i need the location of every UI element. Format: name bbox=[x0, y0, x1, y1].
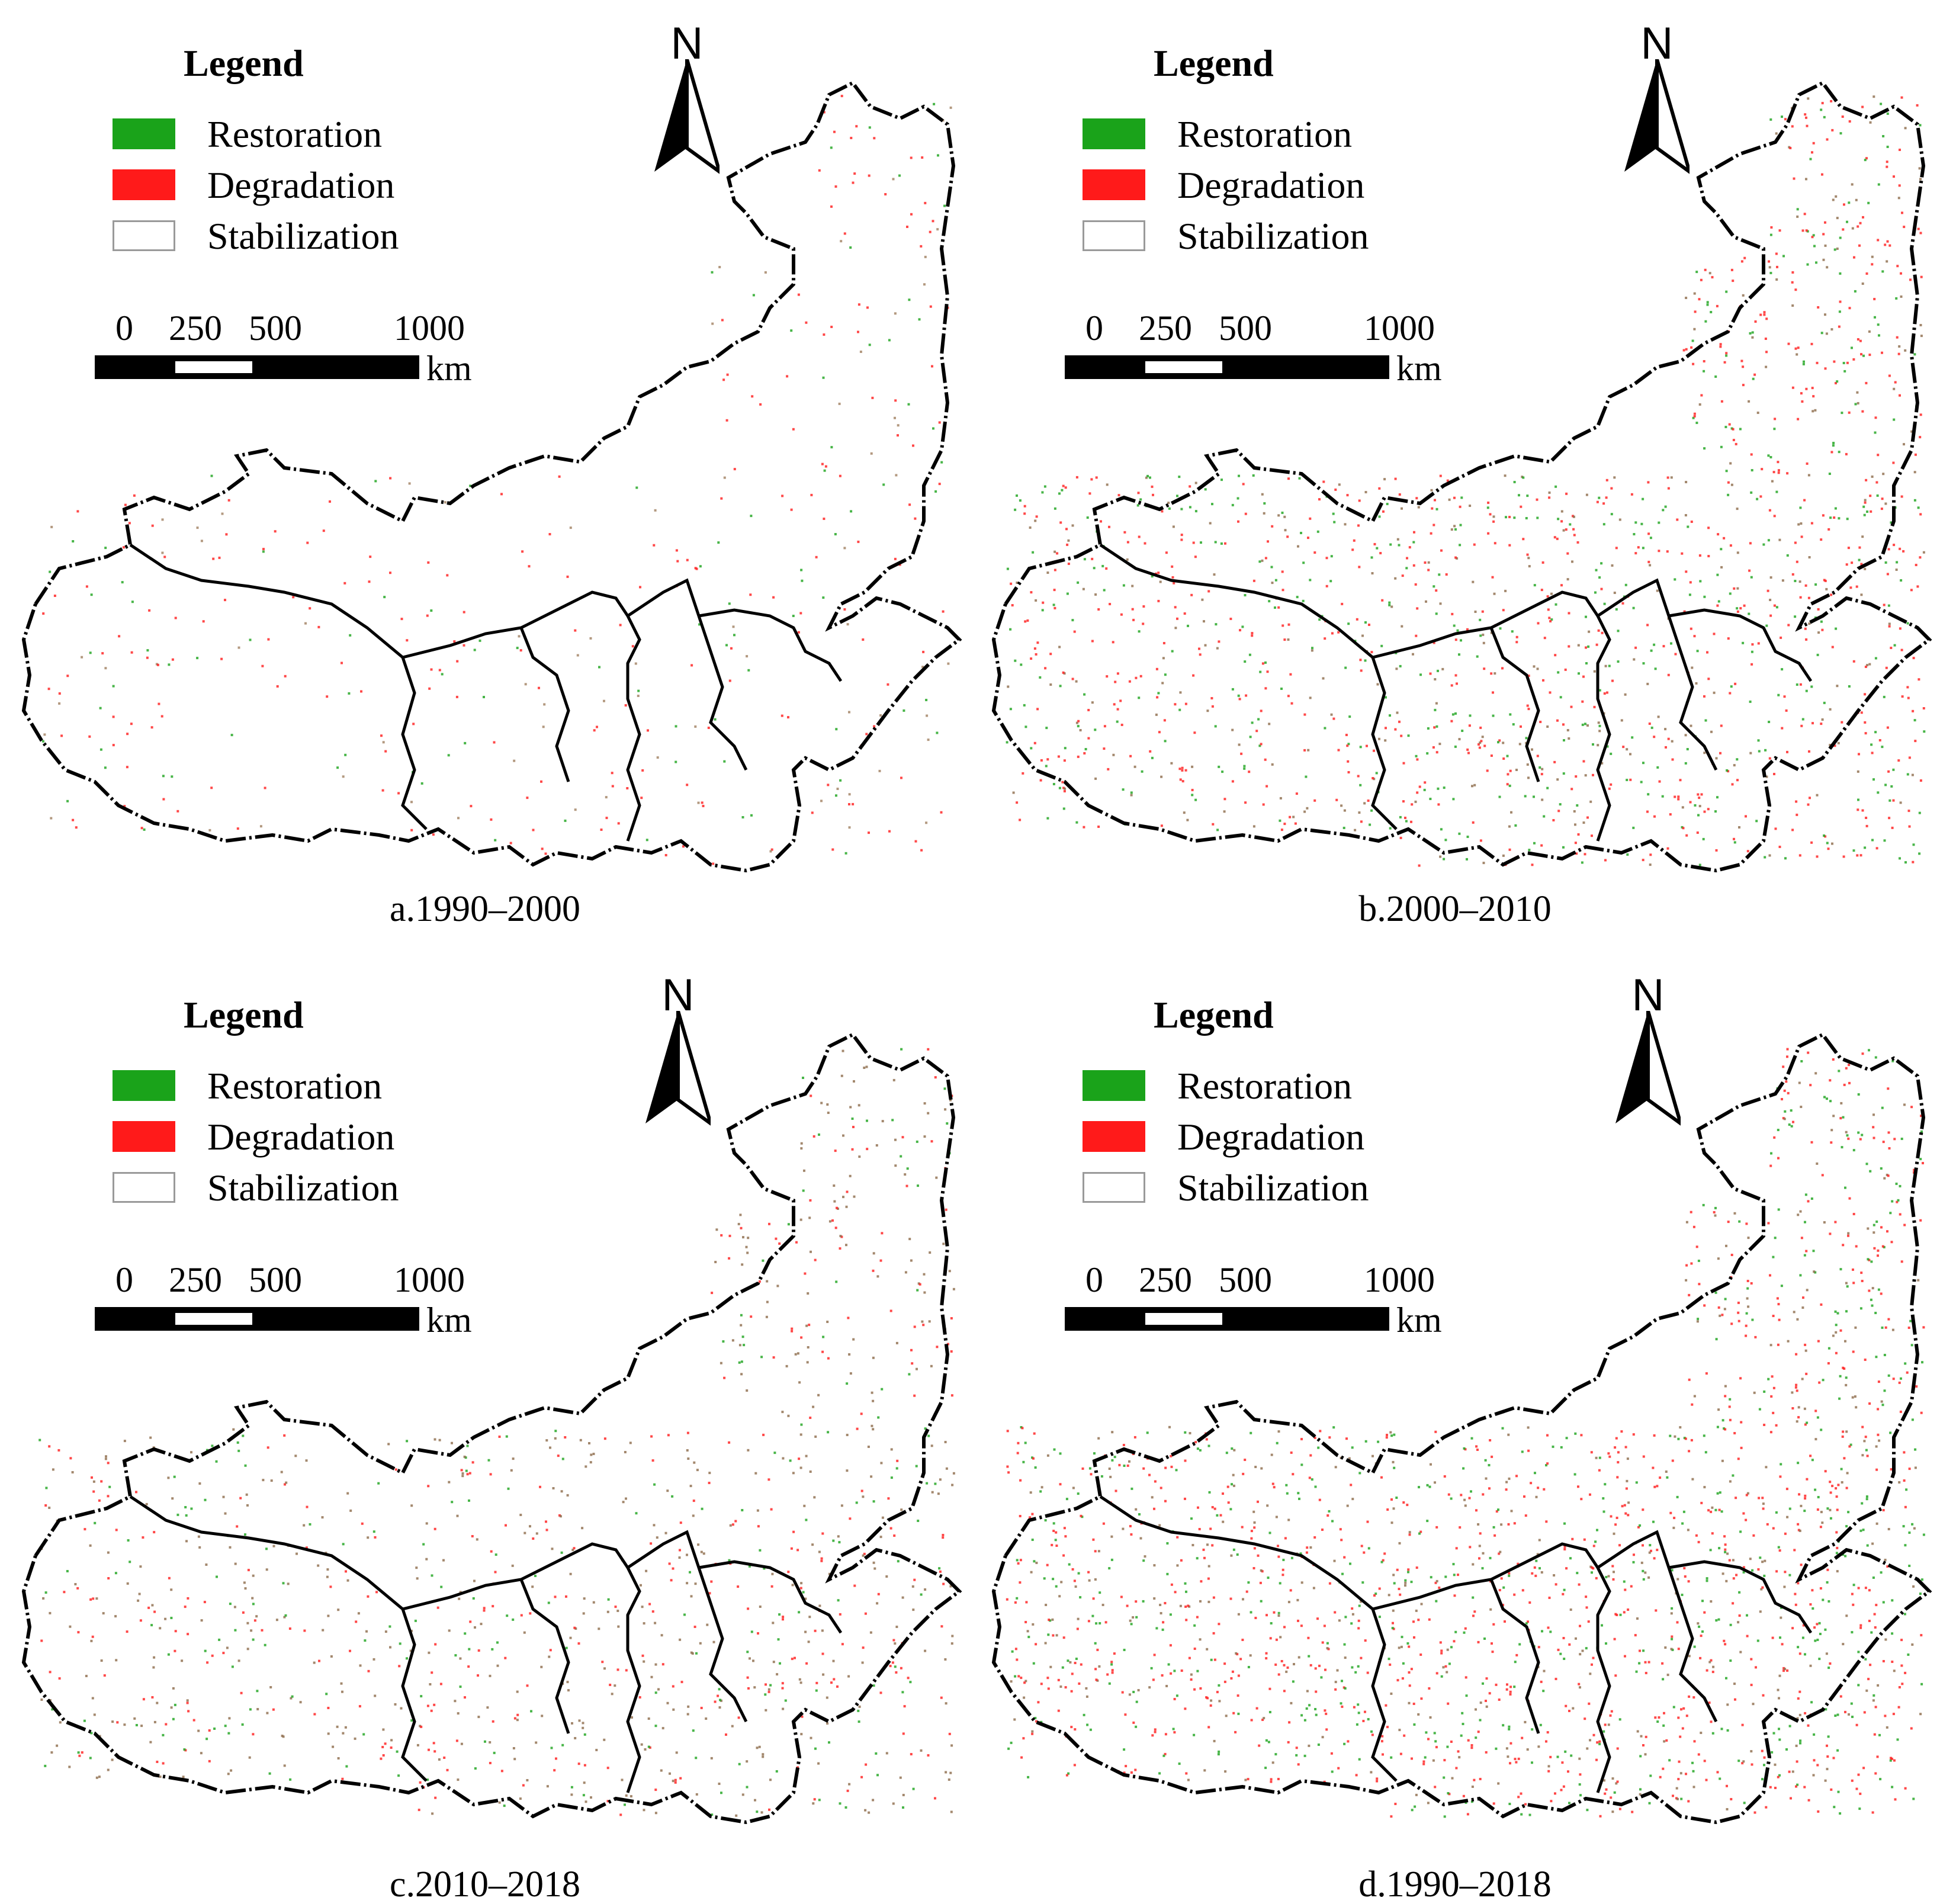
change-pixels bbox=[38, 1048, 955, 1817]
legend-label: Restoration bbox=[207, 113, 383, 155]
scale-tick: 1000 bbox=[1364, 1260, 1435, 1299]
scale-bar bbox=[1065, 355, 1389, 379]
panel-caption: b.2000–2010 bbox=[1358, 889, 1552, 929]
scale-unit: km bbox=[1396, 1301, 1442, 1340]
scale-unit: km bbox=[426, 349, 472, 388]
scale-unit: km bbox=[1396, 349, 1442, 388]
stabilization-swatch bbox=[1083, 220, 1145, 251]
scale-tick: 250 bbox=[1139, 309, 1192, 348]
legend-label: Restoration bbox=[207, 1065, 383, 1107]
map-panel-d: Legend Restoration Degradation Stabiliza… bbox=[970, 952, 1940, 1903]
scale-tick: 1000 bbox=[394, 309, 465, 348]
legend-label: Stabilization bbox=[207, 215, 399, 257]
north-arrow: N bbox=[634, 969, 722, 1135]
scale-tick: 0 bbox=[115, 309, 133, 348]
province-boundaries bbox=[1099, 543, 1813, 842]
panel-caption: a.1990–2000 bbox=[389, 889, 581, 929]
scale-bar bbox=[1065, 1307, 1389, 1331]
north-arrow: N bbox=[1604, 969, 1692, 1135]
north-arrow-icon bbox=[645, 1011, 711, 1126]
legend-label: Restoration bbox=[1177, 113, 1353, 155]
north-arrow: N bbox=[643, 18, 731, 184]
legend-label: Degradation bbox=[207, 164, 395, 206]
region-map bbox=[991, 81, 1932, 873]
restoration-swatch bbox=[113, 118, 175, 149]
legend-label: Degradation bbox=[1177, 164, 1365, 206]
legend-title: Legend bbox=[1154, 994, 1274, 1036]
stabilization-swatch bbox=[113, 220, 175, 251]
map-panel-c: Legend Restoration Degradation Stabiliza… bbox=[0, 952, 970, 1903]
degradation-swatch bbox=[1083, 169, 1145, 200]
region-outline bbox=[991, 1032, 1932, 1825]
degradation-swatch bbox=[1083, 1121, 1145, 1152]
legend-label: Stabilization bbox=[1177, 1167, 1369, 1209]
scale-tick: 0 bbox=[1085, 309, 1103, 348]
scale-bar bbox=[95, 355, 419, 379]
scale-unit: km bbox=[426, 1301, 472, 1340]
scale-tick: 1000 bbox=[1364, 309, 1435, 348]
scale-tick: 1000 bbox=[394, 1260, 465, 1299]
scale-tick: 250 bbox=[169, 309, 222, 348]
legend-label: Restoration bbox=[1177, 1065, 1353, 1107]
north-arrow-icon bbox=[654, 59, 720, 174]
north-arrow-icon bbox=[1615, 1011, 1681, 1126]
panel-caption: c.2010–2018 bbox=[389, 1864, 581, 1903]
region-map bbox=[991, 1032, 1932, 1825]
legend-label: Stabilization bbox=[1177, 215, 1369, 257]
stabilization-swatch bbox=[113, 1172, 175, 1203]
legend-title: Legend bbox=[1154, 42, 1274, 84]
region-outline bbox=[21, 81, 962, 873]
north-arrow-icon bbox=[1624, 59, 1690, 174]
change-pixels bbox=[1006, 95, 1926, 867]
scale-tick: 250 bbox=[169, 1260, 222, 1299]
panel-caption: d.1990–2018 bbox=[1358, 1864, 1552, 1903]
legend-label: Degradation bbox=[207, 1116, 395, 1158]
scale-tick: 250 bbox=[1139, 1260, 1192, 1299]
restoration-swatch bbox=[1083, 1070, 1145, 1101]
region-outline bbox=[991, 81, 1932, 873]
map-panel-a: Legend Restoration Degradation Stabiliza… bbox=[0, 0, 970, 952]
region-outline bbox=[21, 1032, 962, 1825]
scale-tick: 500 bbox=[249, 1260, 302, 1299]
scale-bar bbox=[95, 1307, 419, 1331]
north-arrow: N bbox=[1613, 18, 1701, 184]
region-map bbox=[21, 1032, 962, 1825]
legend-title: Legend bbox=[184, 994, 304, 1036]
province-boundaries bbox=[129, 543, 843, 842]
degradation-swatch bbox=[113, 169, 175, 200]
degradation-swatch bbox=[113, 1121, 175, 1152]
scale-tick: 500 bbox=[1219, 309, 1272, 348]
restoration-swatch bbox=[113, 1070, 175, 1101]
map-panel-b: Legend Restoration Degradation Stabiliza… bbox=[970, 0, 1940, 952]
scale-tick: 500 bbox=[1219, 1260, 1272, 1299]
province-boundaries bbox=[129, 1495, 843, 1793]
province-boundaries bbox=[1099, 1495, 1813, 1793]
region-map bbox=[21, 81, 962, 873]
scale-tick: 0 bbox=[1085, 1260, 1103, 1299]
change-pixels bbox=[37, 95, 952, 865]
restoration-swatch bbox=[1083, 118, 1145, 149]
legend-label: Stabilization bbox=[207, 1167, 399, 1209]
scale-tick: 0 bbox=[115, 1260, 133, 1299]
legend-label: Degradation bbox=[1177, 1116, 1365, 1158]
scale-tick: 500 bbox=[249, 309, 302, 348]
legend-title: Legend bbox=[184, 42, 304, 84]
stabilization-swatch bbox=[1083, 1172, 1145, 1203]
change-pixels bbox=[1006, 1048, 1925, 1818]
